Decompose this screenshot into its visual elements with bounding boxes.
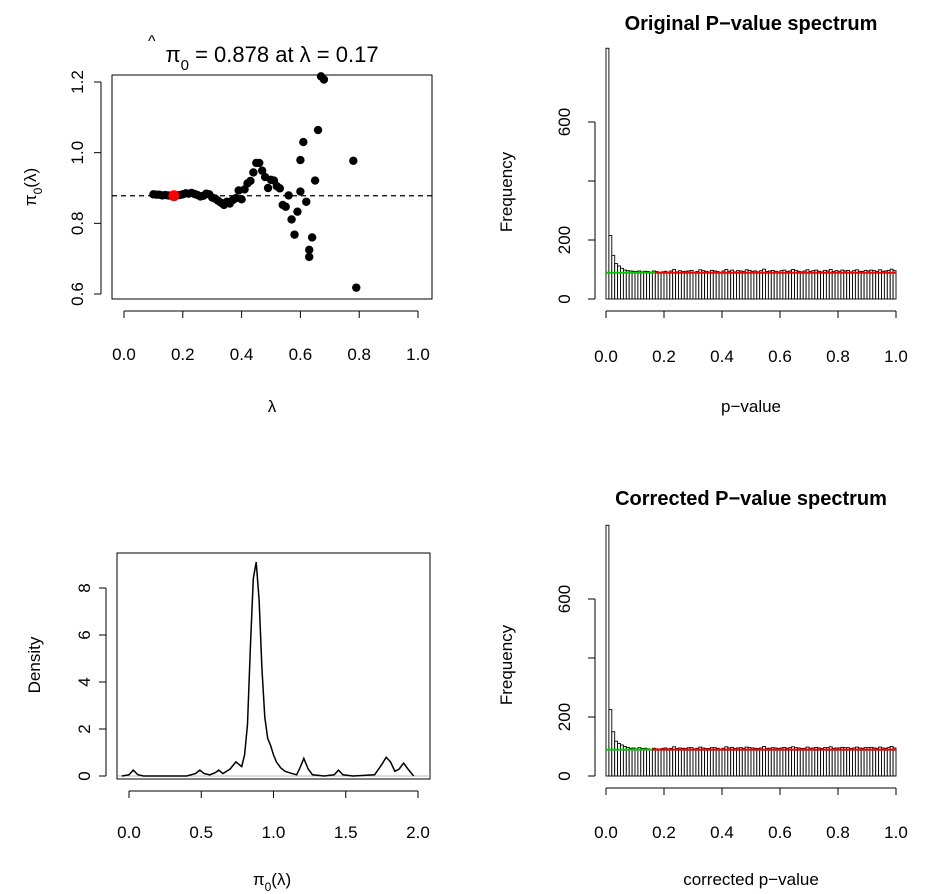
panel2-ylabel: Frequency [497,151,516,232]
scatter-point [296,155,305,165]
y-tick-label: 200 [555,226,574,254]
panel3-x-tick-label: 2.0 [406,823,430,842]
panel3-plot-box [116,552,431,780]
x-tick-label: 0.2 [652,823,676,842]
y-tick-label: 200 [555,703,574,731]
panel3-y-tick-label: 4 [75,677,94,686]
panel3-y-tick-label: 2 [75,724,94,733]
x-tick-label: 0.6 [768,347,792,366]
panel3-ylabel: Density [25,636,44,693]
corrected-pvalue-histogram-panel: Corrected P−value spectrum 0.0 0.2 0.4 0.6 0… [497,488,908,889]
y-tick-label: 0 [555,771,574,780]
x-tick-label: 0.0 [594,823,618,842]
x-tick-label: 0.2 [652,347,676,366]
panel1-y-tick-label: 0.8 [68,212,87,236]
panel3-x-axis: 0.0 0.5 1.0 1.5 2.0 [117,790,430,842]
panel2-xlabel: p−value [721,397,781,416]
scatter-point [263,183,273,193]
y-tick-label: 600 [555,108,574,136]
highlight-point [168,190,180,202]
panel3-x-tick-label: 0.5 [189,823,213,842]
panel1-title-hat: ^ [148,33,156,50]
panel2-title: Original P−value spectrum [625,13,878,35]
panel3-y-tick-label: 8 [75,583,94,592]
scatter-point [246,176,255,186]
panel2-x-axis: 0.0 0.2 0.4 0.6 0.8 1.0 [594,310,908,366]
scatter-point [293,207,302,216]
scatter-point [290,230,299,239]
x-tick-label: 0.6 [768,823,792,842]
scatter-point [287,215,296,224]
scatter-point [255,158,264,168]
panel4-y-axis: 0 200 600 [555,585,596,781]
pi0-density-panel: 0.0 0.5 1.0 1.5 2.0 0 2 4 6 8 π0(λ) Density [25,552,431,894]
panel1-x-tick-label: 0.0 [112,345,136,364]
scatter-point [302,197,311,206]
scatter-point [237,195,246,204]
panel4-bars [605,524,897,777]
scatter-point [310,176,320,185]
panel1-x-axis: 0.0 0.2 0.4 0.6 0.8 1.0 [112,310,430,364]
panel1-xlabel: λ [268,397,277,416]
panel3-y-tick-label: 0 [75,771,94,780]
scatter-point [305,245,314,255]
x-tick-label: 0.0 [594,347,618,366]
y-tick-label: 600 [555,585,574,613]
scatter-point [284,191,293,200]
panel4-title: Corrected P−value spectrum [615,488,887,510]
panel1-x-tick-label: 0.2 [171,345,195,364]
panel1-ylabel: π0(λ) [21,168,45,206]
scatter-point [307,233,317,242]
scatter-point [313,125,323,135]
panel3-y-tick-label: 6 [75,630,94,639]
panel4-xlabel: corrected p−value [683,870,819,889]
panel3-x-tick-label: 1.5 [334,823,358,842]
y-tick-label: 0 [555,294,574,303]
panel2-y-axis: 0 200 600 [555,108,596,304]
original-pvalue-histogram-panel: Original P−value spectrum 0.0 0.2 0.4 0.6 0.… [497,13,908,416]
panel1-y-tick-label: 1.0 [68,141,87,165]
panel1-x-tick-label: 0.4 [230,345,254,364]
x-tick-label: 0.8 [826,823,850,842]
panel4-ylabel: Frequency [497,624,516,705]
scatter-point [305,252,314,262]
panel1-x-tick-label: 0.6 [289,345,313,364]
panel3-y-axis: 0 2 4 6 8 [75,583,107,781]
scatter-point [296,187,305,196]
panel1-title: π0 = 0.878 at λ = 0.17 [165,42,378,74]
x-tick-label: 0.8 [826,347,850,366]
scatter-point [319,75,329,84]
panel1-x-tick-label: 0.8 [347,345,371,364]
panel3-density-curve [121,561,415,777]
scatter-point [249,168,258,177]
pi0-lambda-scatter-panel: π0 = 0.878 at λ = 0.17 ^ 0.0 0.2 0.4 0.6 0.8… [21,33,433,416]
panel1-points [149,72,361,292]
panel1-plot-box [111,74,433,300]
panel3-x-tick-label: 0.0 [117,823,141,842]
x-tick-label: 0.4 [710,347,734,366]
panel3-x-tick-label: 1.0 [262,823,286,842]
x-tick-label: 1.0 [884,347,908,366]
scatter-point [352,283,361,292]
x-tick-label: 0.4 [710,823,734,842]
scatter-point [257,166,267,175]
panel1-y-tick-label: 1.2 [68,70,87,94]
panel1-y-axis: 0.6 0.8 1.0 1.2 [68,70,102,306]
panel3-xlabel: π0(λ) [253,870,291,894]
panel4-x-axis: 0.0 0.2 0.4 0.6 0.8 1.0 [594,787,908,842]
scatter-point [349,156,358,165]
scatter-point [299,137,308,147]
scatter-point [281,202,290,211]
x-tick-label: 1.0 [884,823,908,842]
histogram-bar [892,747,897,777]
panel1-x-tick-label: 1.0 [406,345,430,364]
scatter-point [275,184,285,193]
histogram-bar [605,524,610,777]
panel2-bars [605,47,897,300]
histogram-bar [892,270,897,300]
histogram-bar [605,47,610,300]
panel1-y-tick-label: 0.6 [68,282,87,306]
